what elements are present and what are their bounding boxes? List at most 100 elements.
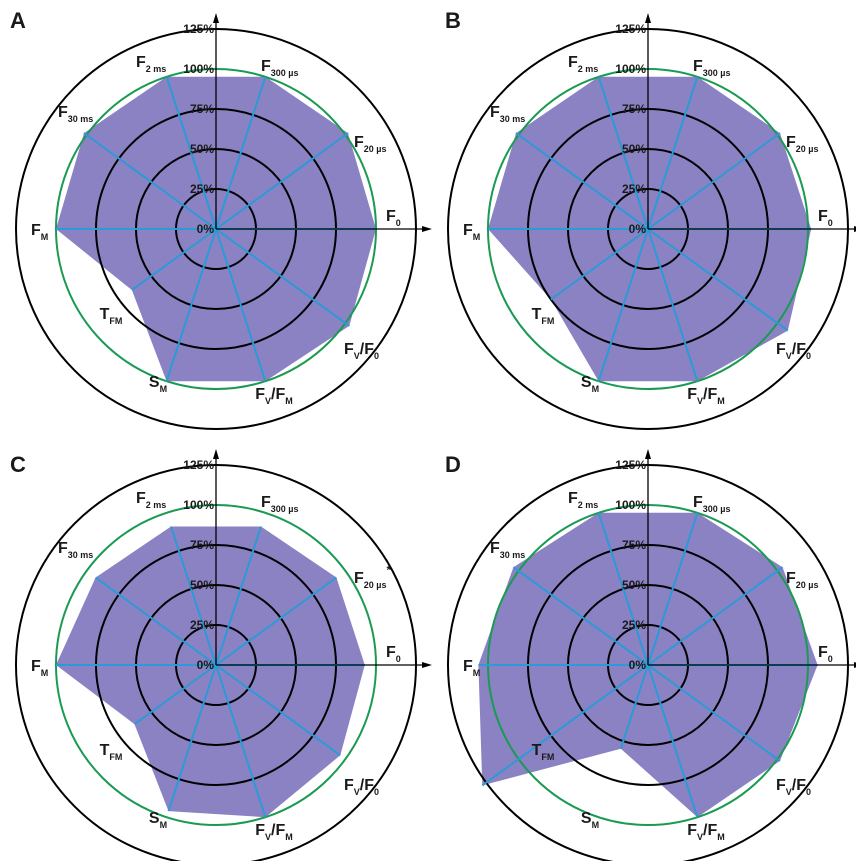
- axis-label: F20 µs*: [354, 563, 391, 590]
- axis-label: F20 µs: [786, 570, 818, 590]
- tick-label: 125%: [183, 22, 214, 36]
- axis-label: SM: [581, 810, 599, 830]
- y-axis-arrow: [213, 449, 219, 459]
- axis-label: SM: [149, 374, 167, 394]
- spoke: [515, 132, 649, 230]
- spoke: [165, 76, 217, 230]
- panel-C: C 0% 25% 50% 75% 100% 125% F0 F20 µs* F300 µs F2 m…: [10, 449, 432, 866]
- axis-label: TFM: [100, 306, 123, 326]
- spoke: [550, 228, 649, 301]
- spoke: [647, 228, 699, 382]
- tick-label: 125%: [615, 22, 646, 36]
- axis-label: F300 µs: [693, 494, 731, 514]
- tick-label: 75%: [190, 538, 214, 552]
- spoke: [215, 228, 267, 382]
- tick-label: 125%: [183, 458, 214, 472]
- spoke: [215, 576, 337, 666]
- axis-label: F2 ms: [568, 490, 598, 510]
- axis-label: FV/FM: [255, 386, 293, 406]
- panel-letter: B: [445, 8, 461, 33]
- tick-label: 50%: [622, 142, 646, 156]
- axis-label: F20 µs: [786, 134, 818, 154]
- tick-label: 50%: [190, 578, 214, 592]
- y-axis-arrow: [213, 13, 219, 23]
- y-axis-arrow: [645, 13, 651, 23]
- spoke: [215, 664, 267, 818]
- spoke: [647, 76, 699, 230]
- spoke: [647, 228, 789, 332]
- tick-label: 25%: [622, 618, 646, 632]
- axis-label: FV/FM: [687, 386, 725, 406]
- axis-label: F2 ms: [568, 54, 598, 74]
- spoke: [95, 576, 217, 666]
- spoke: [512, 566, 649, 666]
- tick-label: 100%: [615, 62, 646, 76]
- axis-label: FM: [31, 658, 48, 678]
- spoke: [647, 664, 699, 818]
- spoke: [215, 664, 341, 757]
- axis-label: FV/F0: [344, 777, 379, 797]
- axis-label: F20 µs: [354, 134, 386, 154]
- panel-letter: C: [10, 452, 26, 477]
- axis-label: FM: [463, 222, 480, 242]
- spoke: [597, 76, 649, 230]
- spoke: [647, 132, 781, 230]
- tick-label: 25%: [190, 618, 214, 632]
- panel-B: B 0% 25% 50% 75% 100% 125% F0 F20 µs F300 µs F2 ms…: [445, 8, 856, 430]
- tick-label: 25%: [622, 182, 646, 196]
- axis-label: FV/F0: [776, 341, 811, 361]
- axis-label: F30 ms: [490, 540, 525, 560]
- axis-label: F30 ms: [490, 104, 525, 124]
- tick-label: 50%: [190, 142, 214, 156]
- tick-label: 75%: [622, 102, 646, 116]
- axis-label: TFM: [100, 742, 123, 762]
- tick-label: 0%: [197, 658, 215, 672]
- axis-label: F0: [386, 644, 401, 664]
- tick-label: 0%: [629, 658, 647, 672]
- axis-label: FM: [31, 222, 48, 242]
- axis-label: FV/F0: [344, 341, 379, 361]
- axis-label: SM: [149, 810, 167, 830]
- axis-label: F300 µs: [261, 58, 299, 78]
- tick-label: 50%: [622, 578, 646, 592]
- spoke: [647, 512, 699, 666]
- spoke: [170, 526, 217, 666]
- spoke: [215, 76, 267, 230]
- y-axis-arrow: [645, 449, 651, 459]
- tick-label: 125%: [615, 458, 646, 472]
- panel-D: D 0% 25% 50% 75% 100% 125% F0 F20 µs F300 µs F2 ms…: [445, 449, 856, 866]
- axis-label: F0: [386, 208, 401, 228]
- axis-label: F0: [818, 208, 833, 228]
- axis-label: FV/F0: [776, 777, 811, 797]
- spoke: [215, 526, 262, 666]
- spoke: [597, 512, 649, 666]
- tick-label: 75%: [622, 538, 646, 552]
- panel-letter: A: [10, 8, 26, 33]
- axis-label: F30 ms: [58, 104, 93, 124]
- spoke: [647, 566, 784, 666]
- spoke: [619, 664, 649, 750]
- spoke: [133, 664, 217, 726]
- axis-label: FV/FM: [687, 822, 725, 842]
- tick-label: 75%: [190, 102, 214, 116]
- tick-label: 25%: [190, 182, 214, 196]
- axis-label: F300 µs: [261, 494, 299, 514]
- tick-label: 0%: [629, 222, 647, 236]
- spoke: [597, 228, 649, 382]
- spoke: [131, 228, 217, 291]
- axis-label: F0: [818, 644, 833, 664]
- spoke: [83, 132, 217, 230]
- tick-label: 0%: [197, 222, 215, 236]
- axis-label: F300 µs: [693, 58, 731, 78]
- x-axis-arrow: [422, 226, 432, 232]
- axis-label: F2 ms: [136, 490, 166, 510]
- axis-label: FM: [463, 658, 480, 678]
- spoke: [165, 228, 217, 382]
- spoke: [167, 664, 217, 812]
- axis-label: SM: [581, 374, 599, 394]
- axis-label: F30 ms: [58, 540, 93, 560]
- axis-label: F2 ms: [136, 54, 166, 74]
- axis-label: TFM: [532, 306, 555, 326]
